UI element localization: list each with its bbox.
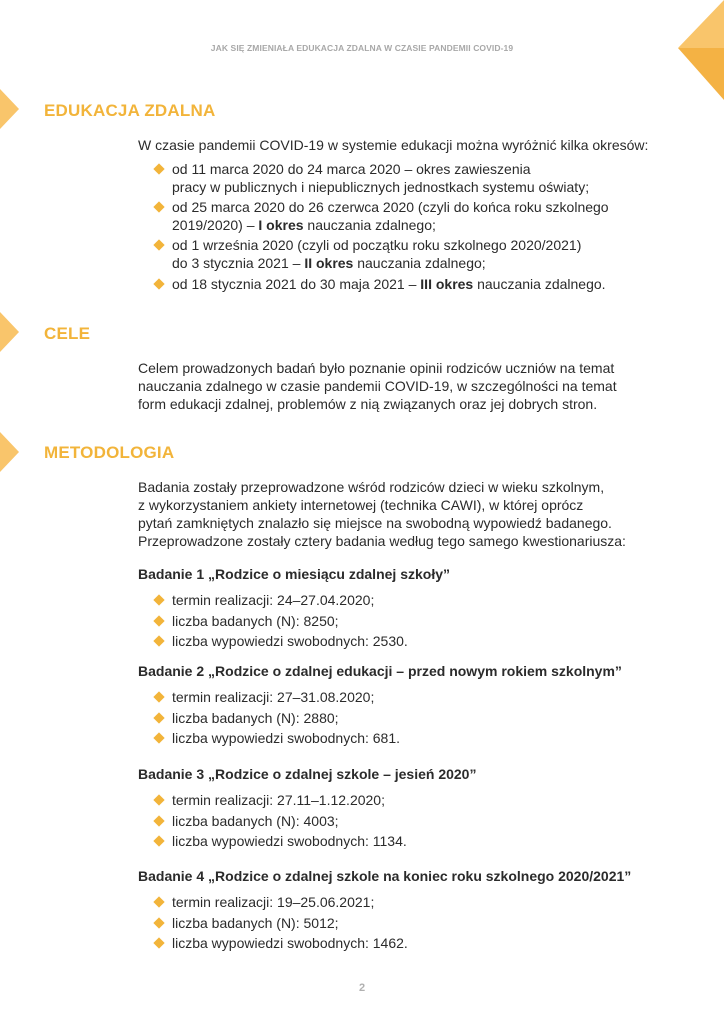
corner-decoration [678, 0, 724, 100]
list-item: liczba badanych (N): 2880; [153, 709, 339, 727]
section-heading-metodologia: METODOLOGIA [44, 443, 175, 462]
intro-text: W czasie pandemii COVID-19 w systemie ed… [138, 137, 649, 153]
list-item: liczba badanych (N): 4003; [153, 812, 339, 830]
list-item: liczba wypowiedzi swobodnych: 1462. [153, 934, 408, 952]
study-title: Badanie 2 „Rodzice o zdalnej edukacji – … [138, 663, 622, 679]
study-title: Badanie 4 „Rodzice o zdalnej szkole na k… [138, 868, 632, 884]
list-item: liczba badanych (N): 8250; [153, 612, 339, 630]
list-item: od 11 marca 2020 do 24 marca 2020 – okre… [153, 160, 589, 196]
list-item: liczba wypowiedzi swobodnych: 2530. [153, 632, 408, 650]
section-marker-icon [0, 312, 19, 352]
page-number: 2 [358, 982, 366, 994]
section-heading-edukacja: EDUKACJA ZDALNA [44, 101, 216, 120]
study-title: Badanie 1 „Rodzice o miesiącu zdalnej sz… [138, 566, 450, 582]
section-marker-icon [0, 89, 19, 129]
list-item: liczba wypowiedzi swobodnych: 681. [153, 729, 400, 747]
list-item: liczba wypowiedzi swobodnych: 1134. [153, 832, 407, 850]
list-item: termin realizacji: 24–27.04.2020; [153, 591, 374, 609]
cele-paragraph: Celem prowadzonych badań było poznanie o… [138, 360, 617, 412]
list-item: termin realizacji: 19–25.06.2021; [153, 893, 374, 911]
running-title: JAK SIĘ ZMIENIAŁA EDUKACJA ZDALNA W CZAS… [210, 43, 514, 53]
list-item: od 18 stycznia 2021 do 30 maja 2021 – II… [153, 275, 606, 293]
section-marker-icon [0, 432, 19, 472]
list-item: termin realizacji: 27–31.08.2020; [153, 688, 374, 706]
list-item: liczba badanych (N): 5012; [153, 914, 339, 932]
list-item: od 1 września 2020 (czyli od początku ro… [153, 236, 581, 272]
list-item: termin realizacji: 27.11–1.12.2020; [153, 791, 385, 809]
study-title: Badanie 3 „Rodzice o zdalnej szkole – je… [138, 766, 477, 782]
metodologia-paragraph: Badania zostały przeprowadzone wśród rod… [138, 479, 626, 549]
section-heading-cele: CELE [44, 324, 91, 343]
list-item: od 25 marca 2020 do 26 czerwca 2020 (czy… [153, 198, 609, 234]
